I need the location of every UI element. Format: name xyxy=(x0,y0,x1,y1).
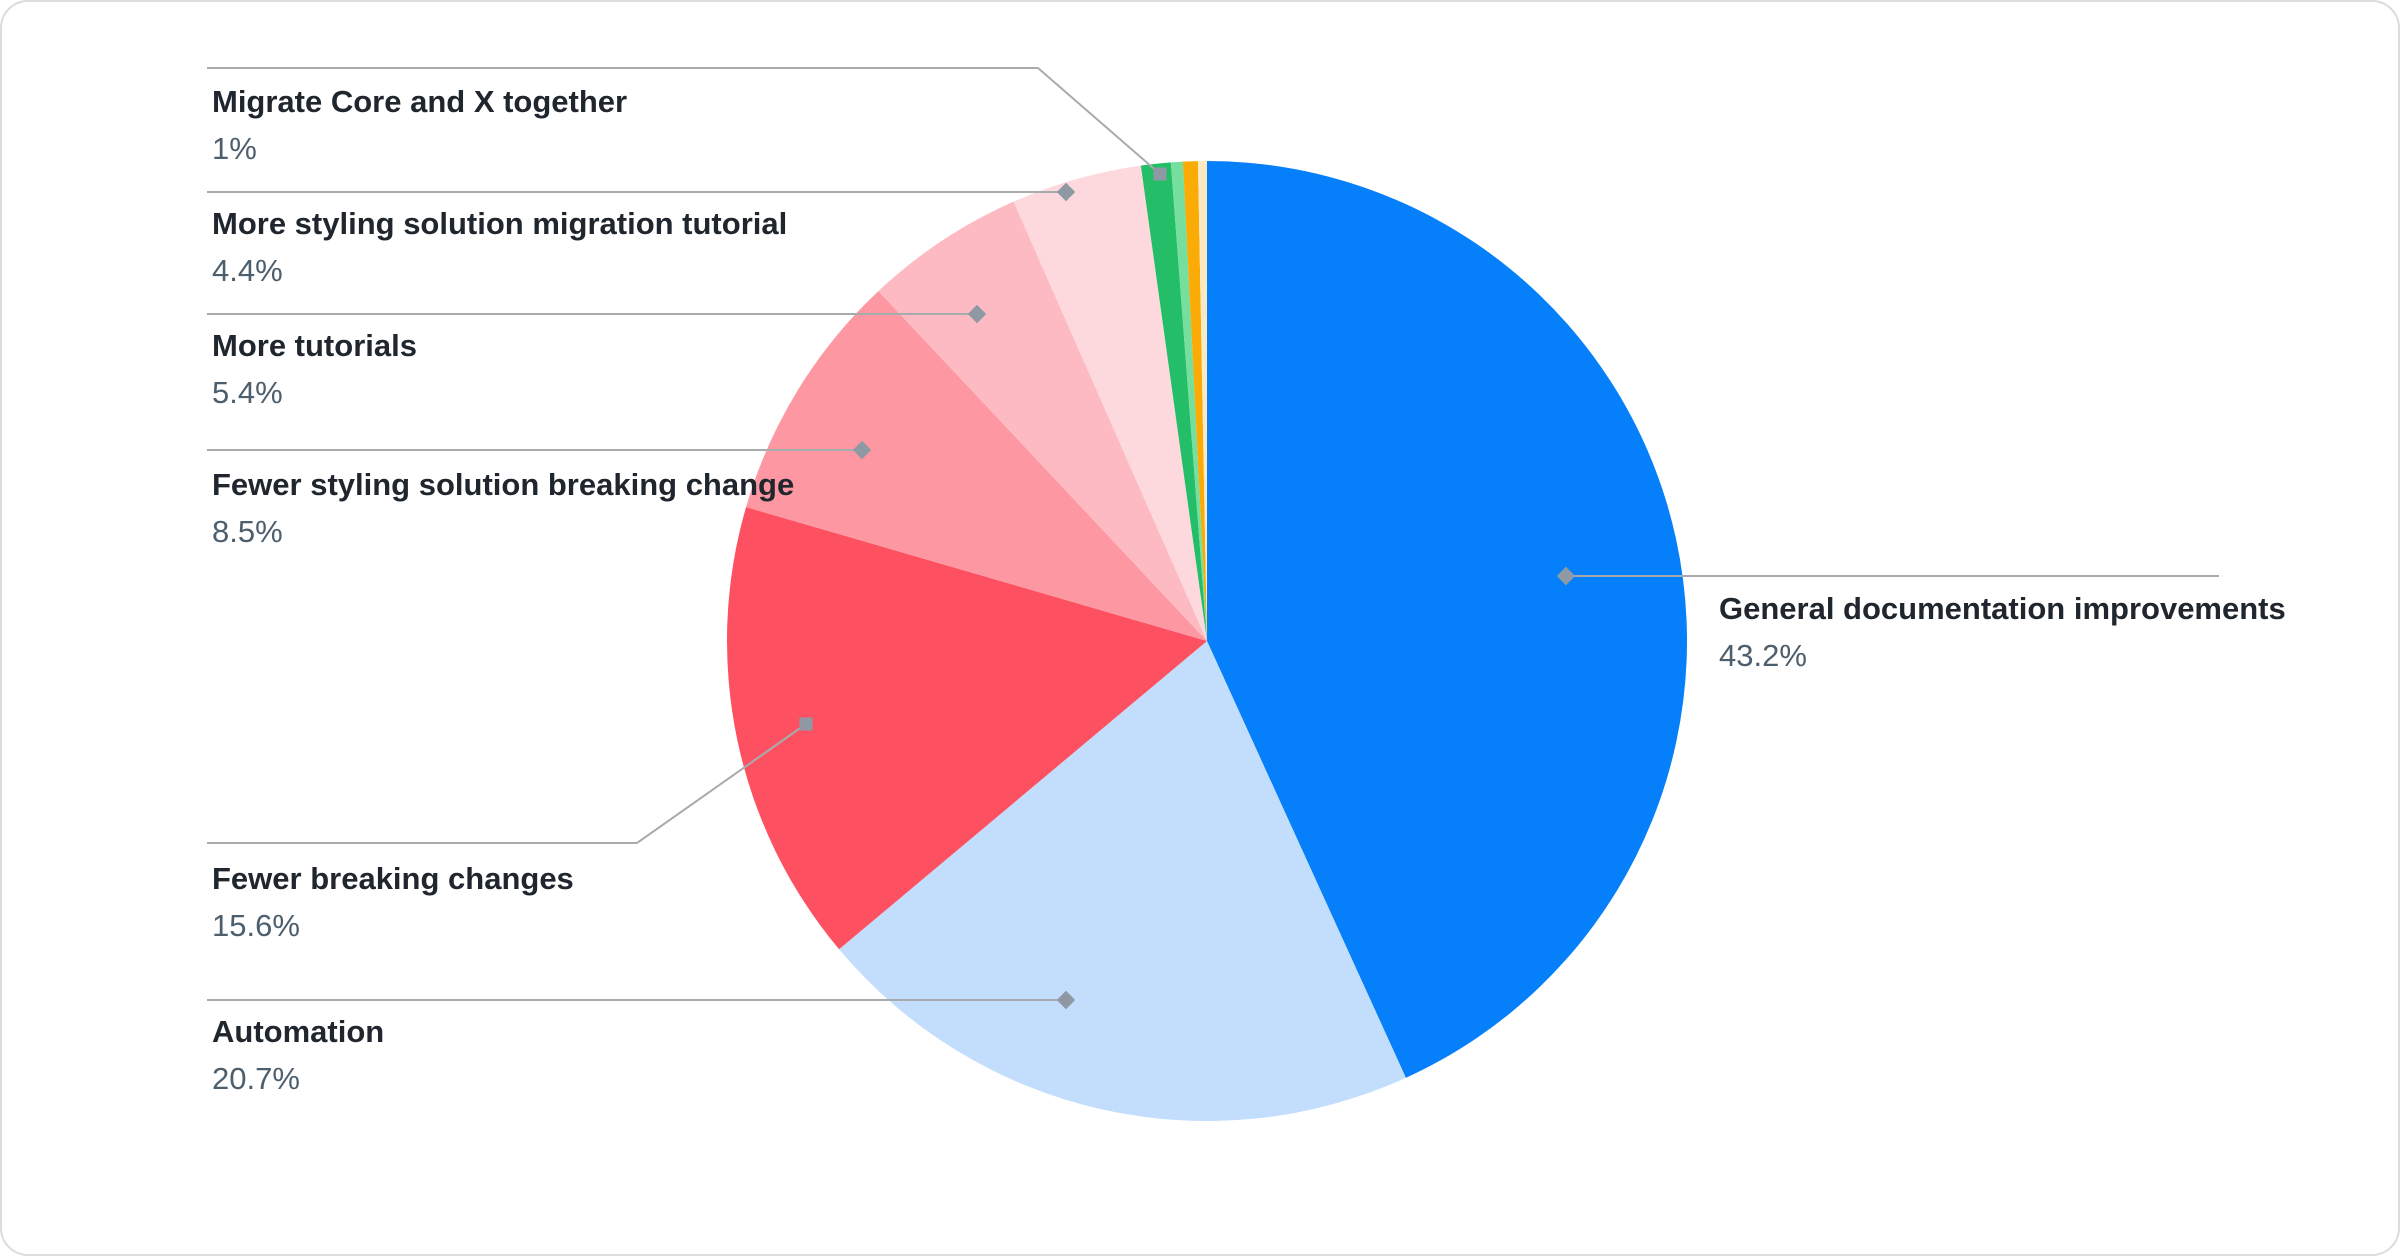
callout-label: Fewer breaking changes xyxy=(212,861,574,896)
pie-slice-4 xyxy=(878,201,1207,641)
callout-percent: 5.4% xyxy=(212,375,283,410)
leader-marker-square xyxy=(799,717,813,731)
callout-general-docs: General documentation improvements 43.2% xyxy=(1719,593,2286,671)
pie-slice-unlabeled-8 xyxy=(1182,161,1207,641)
callout-more-tutorials: More tutorials 5.4% xyxy=(212,330,417,408)
leader-marker-diamond xyxy=(1056,990,1076,1010)
callout-percent: 4.4% xyxy=(212,253,283,288)
callout-label: Fewer styling solution breaking change xyxy=(212,467,795,502)
callout-label: More styling solution migration tutorial xyxy=(212,206,788,241)
callout-label: General documentation improvements xyxy=(1719,591,2286,626)
pie-slice-2 xyxy=(726,507,1207,950)
callout-percent: 20.7% xyxy=(212,1061,300,1096)
callout-percent: 15.6% xyxy=(212,908,300,943)
leader-marker-square xyxy=(1153,167,1167,181)
callout-label: Migrate Core and X together xyxy=(212,84,628,119)
callout-migrate-core: Migrate Core and X together 1% xyxy=(212,86,627,164)
leader-marker-diamond xyxy=(967,304,987,324)
callout-fewer-breaking: Fewer breaking changes 15.6% xyxy=(212,863,574,941)
leader-marker-diamond xyxy=(1056,182,1076,202)
callout-automation: Automation 20.7% xyxy=(212,1016,384,1094)
pie-slice-3 xyxy=(746,291,1207,641)
leader-marker-diamond xyxy=(1556,566,1576,586)
callout-label: More tutorials xyxy=(212,328,417,363)
leader-line xyxy=(207,723,807,844)
pie-slice-unlabeled-9 xyxy=(1197,161,1207,641)
callout-more-styling-tutorial: More styling solution migration tutorial… xyxy=(212,208,787,286)
callout-percent: 1% xyxy=(212,131,257,166)
callout-percent: 8.5% xyxy=(212,514,283,549)
leader-line xyxy=(207,67,1161,175)
callout-label: Automation xyxy=(212,1014,385,1049)
pie-slice-5 xyxy=(1013,165,1207,641)
callout-percent: 43.2% xyxy=(1719,638,1807,673)
leader-marker-diamond xyxy=(852,440,872,460)
pie-slice-6 xyxy=(1140,162,1207,642)
callout-fewer-styling-breaking: Fewer styling solution breaking change 8… xyxy=(212,469,794,547)
pie-slice-unlabeled-7 xyxy=(1170,161,1207,641)
pie-slice-0 xyxy=(1207,161,1687,1078)
